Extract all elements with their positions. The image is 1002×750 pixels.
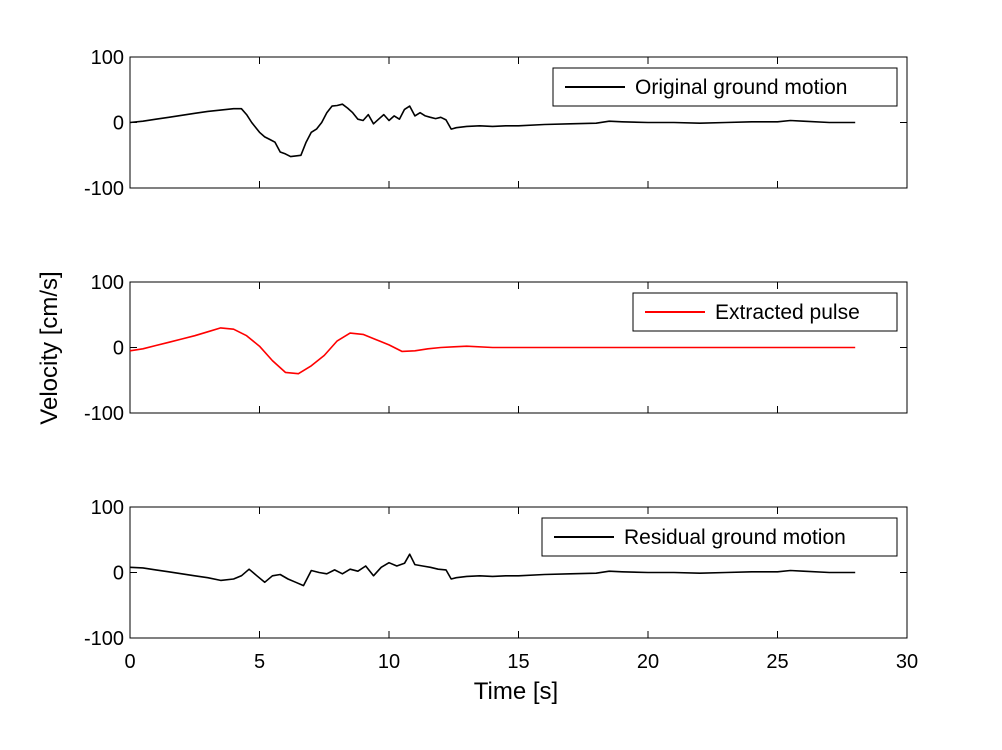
y-tick-label: 0 [113, 563, 124, 585]
x-tick-label: 30 [896, 651, 918, 673]
legend: Residual ground motion [541, 517, 898, 557]
y-tick-label: -100 [84, 628, 124, 650]
x-tick-label: 5 [254, 651, 265, 673]
y-tick-label: 0 [113, 113, 124, 135]
x-tick-label: 25 [766, 651, 788, 673]
series-line [129, 553, 856, 587]
y-tick-label: 100 [91, 497, 124, 519]
y-tick-label: -100 [84, 403, 124, 425]
y-tick-label: 100 [91, 47, 124, 69]
x-tick-label: 15 [507, 651, 529, 673]
x-axis-label: Time [s] [474, 678, 558, 705]
legend: Extracted pulse [632, 292, 898, 332]
subplot-2: 100 0 -100 Extracted pulse [84, 272, 908, 425]
x-tick-label: 10 [378, 651, 400, 673]
series-line [129, 103, 856, 158]
y-tick-label: -100 [84, 178, 124, 200]
y-tick-label: 0 [113, 338, 124, 360]
legend-label: Original ground motion [635, 76, 847, 99]
x-tick-label: 20 [637, 651, 659, 673]
series-line [129, 327, 856, 375]
subplot-1: 100 0 -100 Original ground motion [84, 47, 908, 200]
legend: Original ground motion [552, 67, 898, 107]
legend-label: Residual ground motion [624, 526, 846, 549]
y-axis-label: Velocity [cm/s] [36, 271, 63, 424]
legend-label: Extracted pulse [715, 301, 860, 324]
y-tick-label: 100 [91, 272, 124, 294]
x-tick-label: 0 [124, 651, 135, 673]
